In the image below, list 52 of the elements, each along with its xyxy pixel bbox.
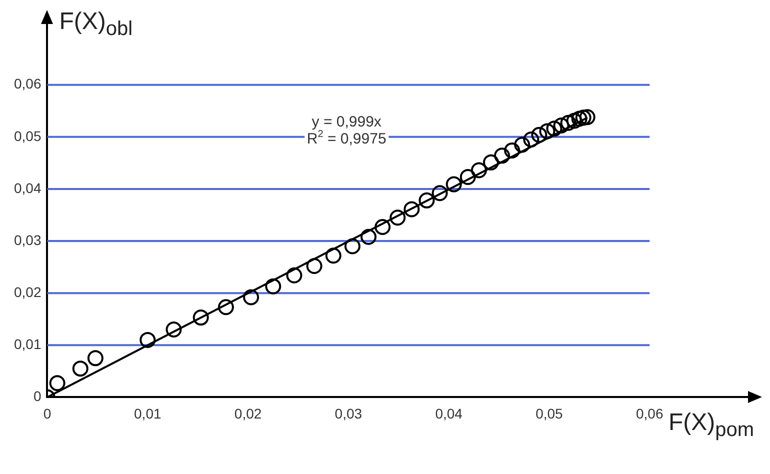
y-tick-label: 0,01 [14, 336, 42, 352]
y-tick-label: 0,06 [14, 76, 42, 92]
point [460, 169, 476, 186]
point [192, 310, 209, 326]
point [504, 142, 520, 158]
point [49, 375, 66, 392]
point [539, 123, 556, 140]
point [579, 109, 596, 126]
y-axis-title: F(X)$_{obl}$ [59, 8, 133, 42]
y-tick-label: 0 [33, 388, 42, 404]
y-tick-label: 0,02 [14, 284, 42, 300]
point [418, 192, 435, 208]
x-tick-label: 0,02 [234, 405, 262, 422]
y-tick-label: 0,04 [14, 180, 42, 196]
point [560, 114, 576, 131]
x-tick-label: 0,05 [536, 405, 564, 422]
point [306, 258, 322, 274]
point [523, 132, 540, 148]
point [432, 185, 448, 202]
point [87, 350, 104, 366]
x-tick-label: 0 [43, 405, 52, 422]
y-tick-label: 0,03 [14, 232, 42, 248]
x-axis-title: F(X)$_{pom}$ [668, 409, 754, 442]
point [360, 228, 377, 245]
point [344, 238, 360, 254]
point [325, 248, 342, 264]
point [553, 117, 570, 134]
point [72, 360, 88, 377]
x-tick-label: 0,04 [435, 405, 463, 422]
point [546, 120, 562, 137]
x-tick-label: 0,01 [134, 405, 162, 422]
point [494, 148, 510, 164]
point [166, 322, 182, 338]
x-tick-label: 0,03 [334, 405, 362, 422]
point [374, 218, 391, 235]
point [404, 201, 420, 218]
point [571, 110, 588, 127]
point [218, 299, 234, 316]
annotation: y = 0,999x [312, 114, 382, 131]
point [243, 289, 260, 306]
y-tick-label: 0,05 [14, 128, 42, 144]
point [482, 154, 499, 170]
point [531, 126, 548, 143]
point [470, 162, 487, 178]
point [575, 110, 592, 126]
point [265, 278, 282, 294]
point [514, 136, 530, 153]
x-tick-label: 0,06 [636, 405, 664, 422]
point [446, 176, 462, 192]
point [390, 210, 406, 226]
point [140, 332, 156, 348]
point [286, 267, 302, 284]
